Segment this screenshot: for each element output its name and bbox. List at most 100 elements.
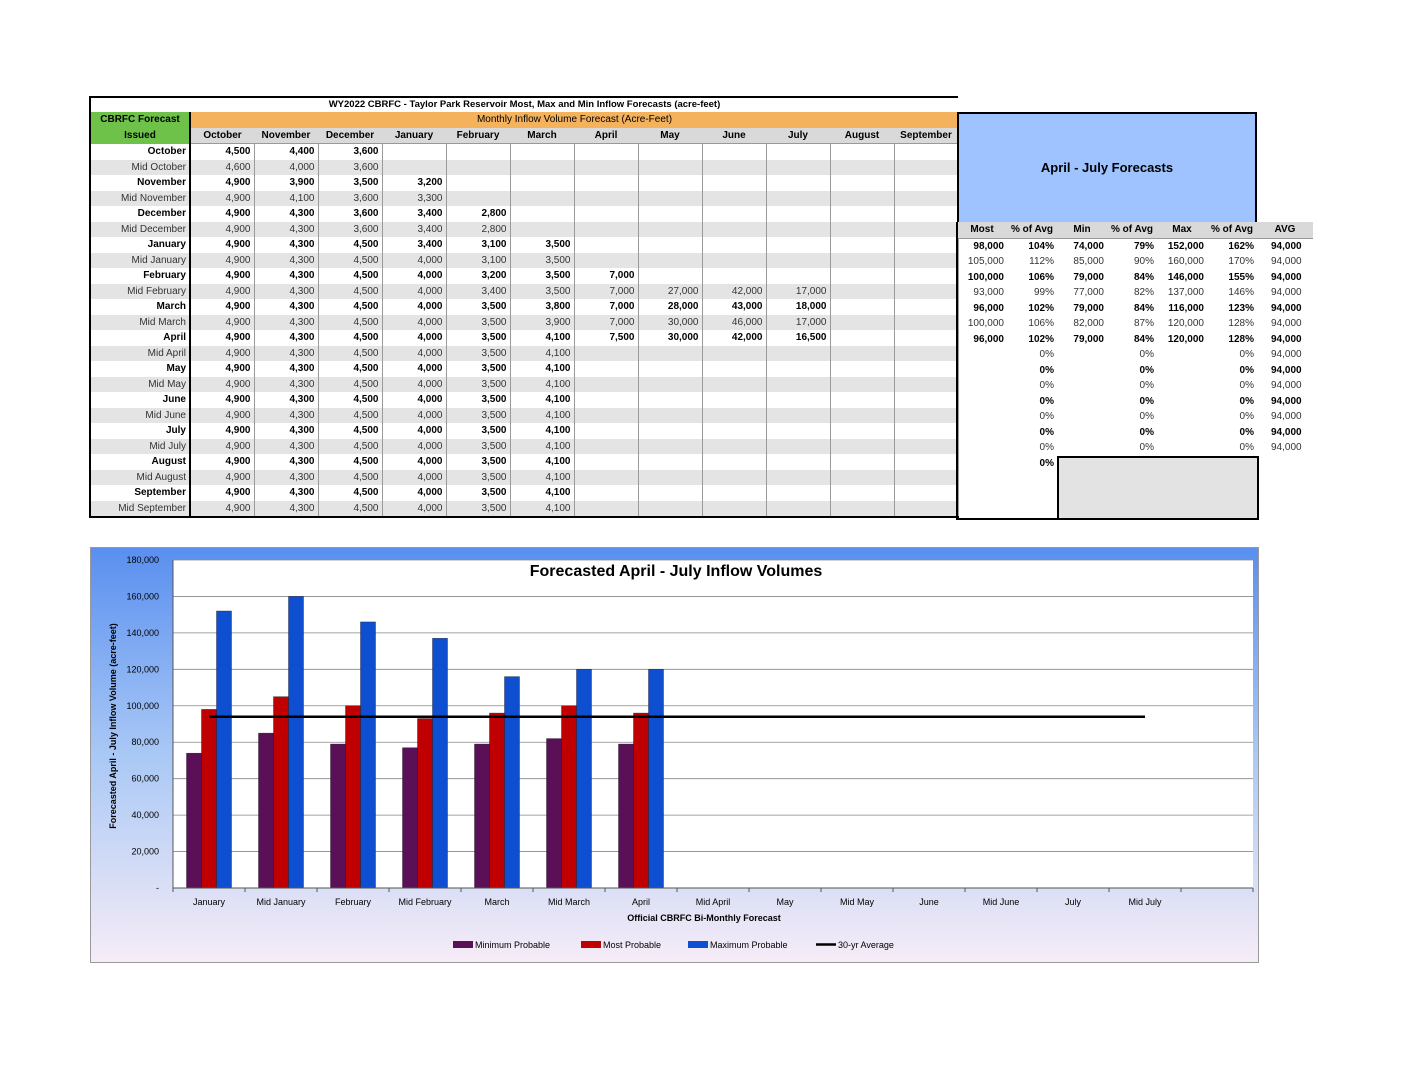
table-cell: 4,500 [317,407,383,423]
table-cell: 17,000 [765,314,831,330]
table-cell [829,221,895,237]
table-cell: 4,000 [381,283,447,299]
table-cell: 4,900 [189,190,255,206]
y-tick-label: 100,000 [126,701,159,711]
table-row: Mid November 4,900 4,100 3,600 3,300 [89,190,959,206]
y-tick-label: 80,000 [131,737,159,747]
table-cell: 4,300 [253,268,319,284]
x-tick-label: Mid April [696,897,731,907]
table-cell: 3,500 [445,361,511,377]
table-cell [509,159,575,175]
table-cell [637,221,703,237]
table-cell [637,268,703,284]
table-cell [701,392,767,408]
table-cell [637,237,703,253]
table-cell: 4,500 [317,330,383,346]
bar-maximum-probable [648,669,664,889]
april-july-cell: 0% [1039,411,1054,422]
y-tick-label: 160,000 [126,591,159,601]
row-label: May [89,361,191,377]
table-cell: 4,000 [381,268,447,284]
legend-swatch [581,941,601,948]
table-cell [573,175,639,191]
table-cell [573,454,639,470]
table-cell [829,423,895,439]
row-label: November [89,175,191,191]
april-july-cell: 170% [1228,256,1254,267]
table-cell [893,423,959,439]
bar-most-probable [561,705,577,889]
table-cell [701,268,767,284]
table-row: May 4,900 4,300 4,500 4,000 3,500 4,100 [89,361,959,377]
row-label: Mid November [89,190,191,206]
table-cell [573,469,639,485]
table-cell [637,361,703,377]
april-july-cell [957,409,1007,425]
april-july-cell [1157,425,1207,441]
april-july-cell [1057,409,1107,425]
april-july-column-header: Min [1057,222,1107,239]
table-cell [445,143,511,160]
table-cell: 3,600 [317,206,383,222]
table-cell [893,485,959,501]
april-july-cell: 94,000 [1271,364,1302,376]
table-cell: 3,200 [445,268,511,284]
table-cell: 4,300 [253,438,319,454]
month-header: January [382,127,446,144]
panel-border-left [956,222,958,520]
april-july-cell: 116,000 [1168,302,1204,314]
month-header: August [830,127,894,144]
table-cell: 7,000 [573,268,639,284]
table-cell: 4,300 [253,423,319,439]
table-cell [573,485,639,501]
table-cell: 7,000 [573,299,639,315]
x-tick-label: Mid June [983,897,1020,907]
table-cell: 4,300 [253,469,319,485]
table-cell [829,299,895,315]
bar-maximum-probable [360,621,376,889]
table-cell [765,237,831,253]
table-cell [637,190,703,206]
april-july-cell: 128% [1228,333,1254,345]
table-cell: 4,300 [253,221,319,237]
table-cell [701,345,767,361]
table-cell [701,190,767,206]
table-cell [829,206,895,222]
table-cell: 42,000 [701,283,767,299]
row-label: Mid March [89,314,191,330]
table-cell [829,361,895,377]
table-cell: 4,900 [189,361,255,377]
table-cell: 4,100 [509,500,575,518]
table-row: Mid July 4,900 4,300 4,500 4,000 3,500 4,100 [89,438,959,454]
table-cell: 3,500 [445,299,511,315]
table-cell [637,175,703,191]
table-cell: 28,000 [637,299,703,315]
row-label: Mid May [89,376,191,392]
table-cell [637,345,703,361]
table-cell: 4,100 [509,361,575,377]
april-july-cell [1157,409,1207,425]
table-cell: 3,500 [509,268,575,284]
legend-label: Most Probable [603,940,661,950]
table-row: June 4,900 4,300 4,500 4,000 3,500 4,100 [89,392,959,408]
table-cell: 4,900 [189,330,255,346]
table-cell [701,376,767,392]
row-label: Mid January [89,252,191,268]
table-cell [637,252,703,268]
bar-most-probable [489,712,505,889]
april-july-cell: 94,000 [1271,380,1302,391]
table-cell: 3,500 [509,237,575,253]
april-july-cell: 0% [1039,426,1054,438]
table-cell [637,454,703,470]
table-cell [765,221,831,237]
april-july-cell: 146% [1228,287,1254,298]
table-cell: 4,100 [509,438,575,454]
table-cell [829,252,895,268]
table-row: Mid October 4,600 4,000 3,600 [89,159,959,175]
table-cell: 3,300 [381,190,447,206]
row-label: Mid September [89,500,191,518]
table-cell: 4,300 [253,299,319,315]
table-cell [701,175,767,191]
table-row: Mid April 4,900 4,300 4,500 4,000 3,500 4,100 [89,345,959,361]
april-july-cell: 0% [1039,457,1054,469]
